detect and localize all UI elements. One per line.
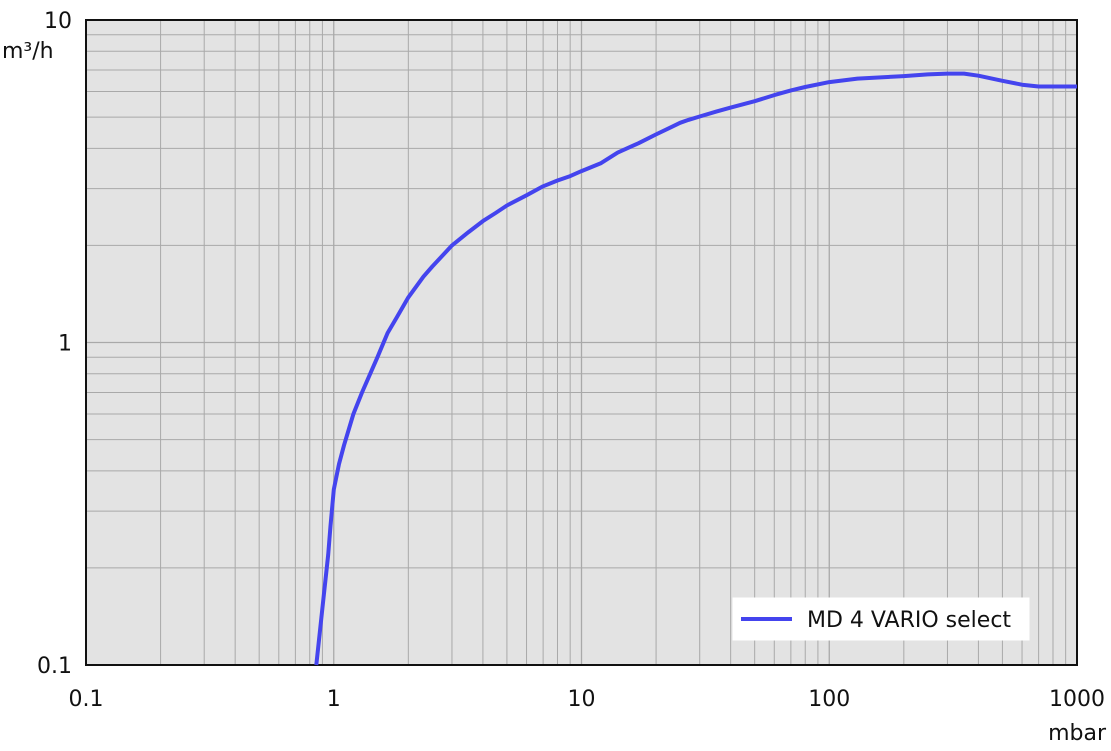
x-unit-label: mbar — [1048, 721, 1107, 746]
y-tick-label: 10 — [44, 9, 72, 34]
y-unit-label: m³/h — [2, 39, 54, 64]
y-tick-label: 1 — [58, 332, 72, 357]
x-axis-ticks: 0.1 1 10 100 1000 — [69, 687, 1106, 712]
x-tick-label: 1 — [327, 687, 341, 712]
y-axis-ticks: 0.1 1 10 — [37, 9, 72, 679]
series-line — [314, 71, 1077, 666]
x-tick-label: 10 — [568, 687, 596, 712]
y-tick-label: 0.1 — [37, 654, 72, 679]
x-tick-label: 1000 — [1049, 687, 1105, 712]
x-tick-label: 100 — [808, 687, 850, 712]
legend: MD 4 VARIO select — [732, 597, 1030, 641]
legend-label: MD 4 VARIO select — [807, 608, 1011, 633]
plot-frame — [85, 19, 1078, 666]
x-tick-label: 0.1 — [69, 687, 104, 712]
